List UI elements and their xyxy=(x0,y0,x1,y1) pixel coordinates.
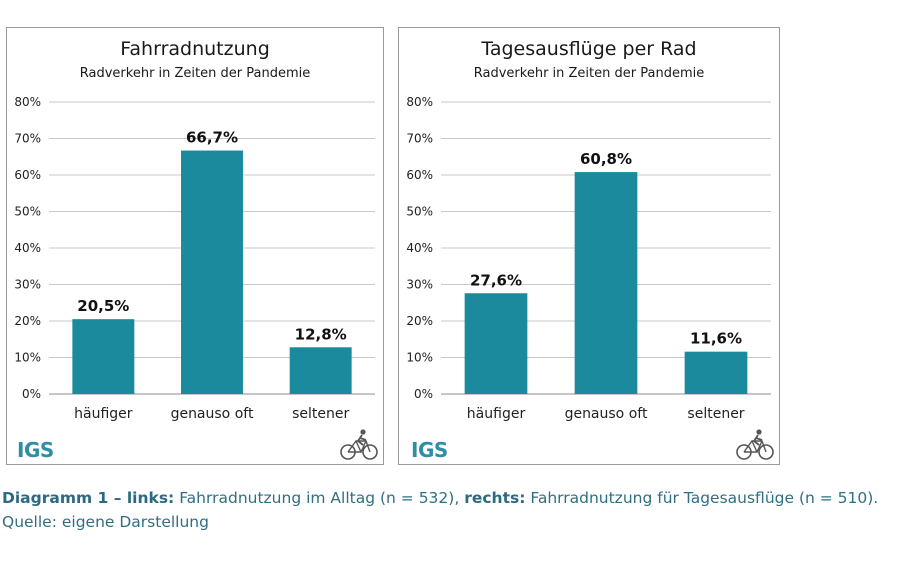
chart-subtitle: Radverkehr in Zeiten der Pandemie xyxy=(79,66,311,81)
data-label: 27,6% xyxy=(470,271,522,289)
y-tick-label: 40% xyxy=(14,241,41,255)
bar xyxy=(289,347,352,394)
bar xyxy=(181,150,243,394)
cyclist-icon xyxy=(736,429,774,460)
igs-logo: IGS xyxy=(411,438,448,462)
caption-label-right: rechts: xyxy=(464,489,526,507)
figure-caption: Diagramm 1 – links: Fahrradnutzung im Al… xyxy=(2,486,882,534)
x-tick-label: genauso oft xyxy=(171,406,254,422)
y-tick-label: 30% xyxy=(14,278,41,292)
x-tick-label: genauso oft xyxy=(565,406,648,422)
y-tick-label: 10% xyxy=(14,351,41,365)
y-tick-label: 80% xyxy=(406,95,433,109)
bar xyxy=(464,293,528,394)
y-tick-label: 0% xyxy=(414,387,433,401)
y-tick-label: 40% xyxy=(406,241,433,255)
x-tick-label: häufiger xyxy=(467,406,526,422)
data-label: 66,7% xyxy=(186,129,238,147)
chart-subtitle: Radverkehr in Zeiten der Pandemie xyxy=(473,66,705,81)
y-tick-label: 80% xyxy=(14,95,41,109)
chart-title: Tagesausflüge per Rad xyxy=(481,38,697,60)
y-tick-label: 30% xyxy=(406,278,433,292)
y-tick-label: 60% xyxy=(406,168,433,182)
y-tick-label: 70% xyxy=(14,132,41,146)
x-tick-label: seltener xyxy=(687,406,744,422)
caption-label-left: Diagramm 1 – links: xyxy=(2,489,175,507)
data-label: 11,6% xyxy=(690,330,742,348)
x-tick-label: seltener xyxy=(292,406,349,422)
caption-text-left: Fahrradnutzung im Alltag (n = 532), xyxy=(174,489,465,507)
y-tick-label: 50% xyxy=(14,205,41,219)
data-label: 60,8% xyxy=(580,150,632,168)
bar xyxy=(574,172,638,394)
y-tick-label: 20% xyxy=(406,314,433,328)
chart-panel-right: Tagesausflüge per Rad Radverkehr in Zeit… xyxy=(398,27,780,465)
bar xyxy=(72,319,135,394)
chart-title: Fahrradnutzung xyxy=(120,38,270,60)
y-tick-label: 10% xyxy=(406,351,433,365)
chart-panel-left: Fahrradnutzung Radverkehr in Zeiten der … xyxy=(6,27,384,465)
caption-text-right: Fahrradnutzung für Tages­ausflüge (n = 5… xyxy=(2,489,879,531)
y-tick-label: 60% xyxy=(14,168,41,182)
chart-plot: 0% 10% 20% 30% 40% 50% 60% 70% 80% 20,5% häufiger 6… xyxy=(14,95,375,422)
cyclist-icon xyxy=(340,429,378,460)
chart-plot: 0% 10% 20% 30% 40% 50% 60% 70% 80% 27,6% häufiger 6… xyxy=(406,95,771,422)
data-label: 20,5% xyxy=(77,297,129,315)
igs-logo: IGS xyxy=(17,438,54,462)
bar xyxy=(684,351,748,394)
y-tick-label: 50% xyxy=(406,205,433,219)
data-label: 12,8% xyxy=(295,325,347,343)
y-tick-label: 70% xyxy=(406,132,433,146)
y-tick-label: 0% xyxy=(22,387,41,401)
y-tick-label: 20% xyxy=(14,314,41,328)
x-tick-label: häufiger xyxy=(74,406,133,422)
